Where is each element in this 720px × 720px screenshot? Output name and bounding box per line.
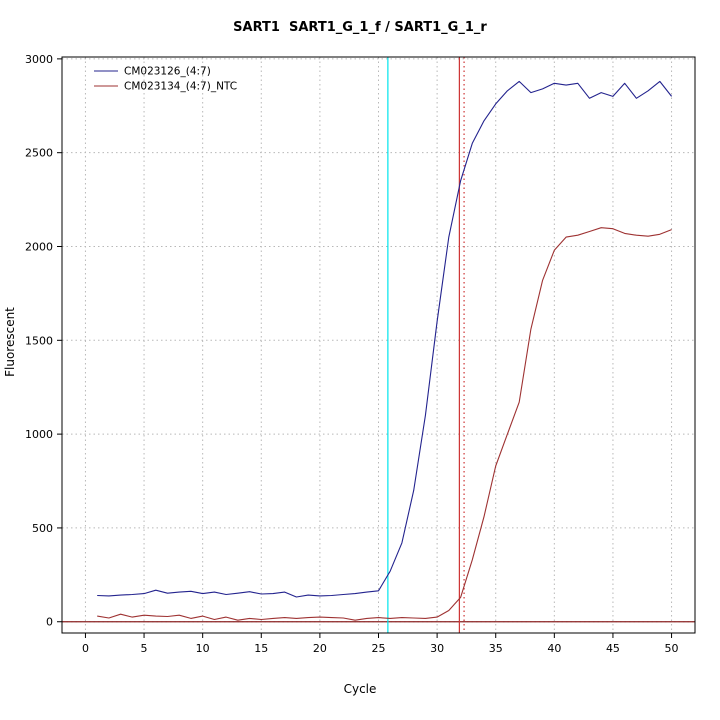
x-tick-label: 50	[665, 642, 679, 655]
x-tick-label: 10	[196, 642, 210, 655]
x-tick-label: 40	[547, 642, 561, 655]
x-tick-label: 45	[606, 642, 620, 655]
y-tick-label: 1500	[25, 334, 53, 347]
y-tick-label: 2000	[25, 240, 53, 253]
x-tick-label: 35	[489, 642, 503, 655]
legend-label-1: CM023134_(4:7)_NTC	[124, 81, 237, 93]
x-tick-label: 15	[254, 642, 268, 655]
x-tick-label: 25	[372, 642, 386, 655]
y-tick-label: 1000	[25, 428, 53, 441]
y-tick-label: 0	[46, 616, 53, 629]
x-tick-label: 0	[82, 642, 89, 655]
legend-label-0: CM023126_(4:7)	[124, 66, 211, 78]
x-axis-label: Cycle	[343, 682, 377, 696]
series-line-0	[97, 80, 673, 598]
x-tick-label: 20	[313, 642, 327, 655]
chart-title: SART1 SART1_G_1_f / SART1_G_1_r	[233, 20, 487, 35]
y-tick-label: 2500	[25, 147, 53, 160]
x-tick-label: 30	[430, 642, 444, 655]
y-tick-label: 3000	[25, 53, 53, 66]
series-line-1	[97, 227, 672, 621]
y-tick-label: 500	[32, 522, 53, 535]
x-tick-label: 5	[141, 642, 148, 655]
